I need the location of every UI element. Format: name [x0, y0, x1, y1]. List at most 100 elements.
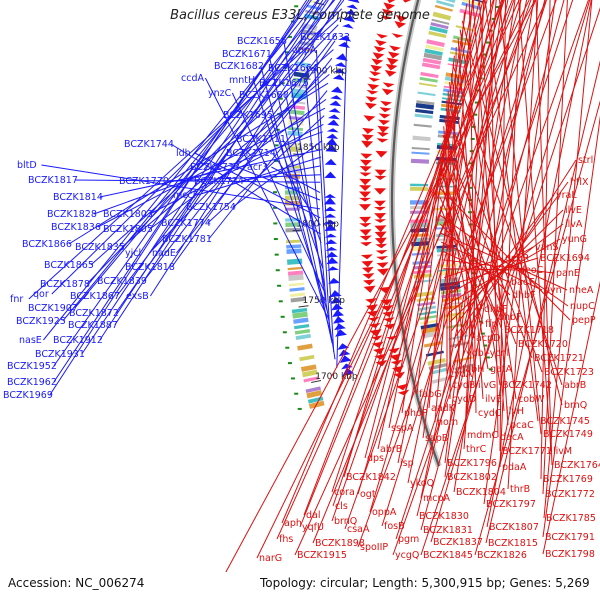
tick-dot [277, 284, 282, 287]
tick-dot [282, 331, 287, 334]
feature-segment [300, 28, 317, 37]
tick-dot [468, 223, 473, 226]
feature-segment [292, 77, 309, 84]
gene-arrow [359, 172, 372, 177]
gene-arrow [361, 140, 374, 148]
gene-label: ilvG [478, 380, 496, 391]
feature-segment [418, 82, 437, 88]
kbp-tick-line [298, 305, 309, 308]
tick-dot [287, 362, 292, 365]
gene-label: BCZK1791 [545, 532, 595, 543]
gene-leader-line [236, 166, 321, 201]
tick-dot [273, 191, 278, 194]
gene-arrow [363, 279, 375, 286]
gene-arrow [324, 171, 337, 179]
gene-arrow [378, 119, 391, 126]
feature-segment [289, 109, 305, 116]
gene-label: BCZK1718 [504, 325, 554, 336]
gene-arrow [391, 33, 404, 38]
gene-label: mccF [173, 190, 198, 201]
gene-label: BCZK1734 [194, 176, 244, 187]
gene-arrow [387, 0, 396, 4]
gene-label: spoIIP [360, 542, 388, 553]
gene-arrow [363, 285, 376, 293]
gene-arrow [372, 52, 385, 60]
gene-arrow [365, 304, 378, 312]
gene-arrow [375, 39, 387, 46]
gene-leader-line [430, 0, 591, 543]
gene-arrow [377, 268, 389, 276]
feature-segment [436, 0, 455, 8]
gene-arrow [326, 266, 339, 271]
feature-segment [290, 296, 306, 303]
feature-segment [422, 57, 442, 65]
gene-label: cydD [452, 394, 476, 405]
gene-label: ccdA [181, 73, 204, 84]
gene-label: bltD [17, 160, 37, 171]
gene-label: yunG [562, 234, 587, 245]
gene-label: BCZK1803 [103, 209, 153, 220]
gene-leader-line [260, 65, 332, 335]
gene-leader-line [299, 0, 513, 528]
gene-label: BCZK1839 [97, 276, 147, 287]
gene-arrow [339, 35, 352, 42]
feature-segment [287, 126, 303, 131]
gene-label: BCZK1771 [502, 446, 552, 457]
feature-segment [410, 186, 429, 191]
feature-segment [289, 287, 305, 292]
kbp-tick-label: 1950 kbp [319, 0, 362, 1]
gene-arrow [374, 175, 387, 180]
gene-leader-line [444, 0, 503, 464]
gene-label: BCZK1749 [543, 429, 593, 440]
feature-segment [294, 323, 310, 330]
gene-label: nadE [152, 248, 176, 259]
gene-label: BCZK1744 [124, 139, 174, 150]
reverse-strand-genes [374, 0, 412, 396]
tick-dot [495, 6, 500, 9]
gene-arrow [359, 235, 372, 241]
tick-dot [485, 356, 490, 359]
gene-leader-line [357, 0, 504, 495]
gene-arrow [324, 193, 337, 198]
gene-leader-line [343, 0, 488, 478]
gene-leader-line [269, 114, 324, 269]
gene-arrow [381, 88, 394, 96]
gene-label: BCZK1952 [7, 361, 57, 372]
gene-arrow [389, 45, 401, 52]
gene-leader-line [81, 0, 320, 355]
gene-leader-line [305, 82, 327, 303]
gene-arrow [324, 197, 337, 205]
gene-arrow [359, 166, 372, 172]
feature-segment [295, 333, 311, 340]
gene-arrow [325, 246, 338, 251]
gene-label: ilvE [565, 205, 582, 216]
gene-label: cydA [449, 369, 473, 380]
gene-leader-line [453, 0, 535, 493]
gene-label: ilvE [485, 394, 502, 405]
gene-label: BCZK1830 [419, 511, 469, 522]
feature-segment [303, 376, 319, 383]
tick-dot [297, 407, 302, 410]
gene-arrow [362, 127, 375, 135]
gene-label: cydC [478, 408, 502, 419]
feature-segment [421, 62, 441, 70]
gene-arrow [347, 0, 360, 4]
gene-arrow [384, 69, 397, 77]
gene-label: brnQ [564, 400, 587, 411]
gene-arrow [360, 159, 372, 167]
gene-arrow [333, 316, 345, 324]
gene-arrow [402, 0, 412, 3]
gene-leader-line [364, 0, 484, 459]
gene-label: BCZK1695 [223, 110, 273, 121]
gene-arrow [378, 113, 391, 119]
gene-label: BCZK1887 [68, 320, 118, 331]
gene-leader-line [485, 60, 600, 544]
tick-dot [491, 17, 496, 20]
gene-label: BCZK1804 [456, 487, 506, 498]
gene-leader-line [176, 57, 333, 254]
gene-label: BCZK1714 [226, 148, 276, 159]
feature-segment [415, 108, 434, 115]
feature-segment [294, 67, 310, 73]
gene-arrow [331, 303, 344, 311]
gene-label: BCZK1907 [28, 303, 78, 314]
